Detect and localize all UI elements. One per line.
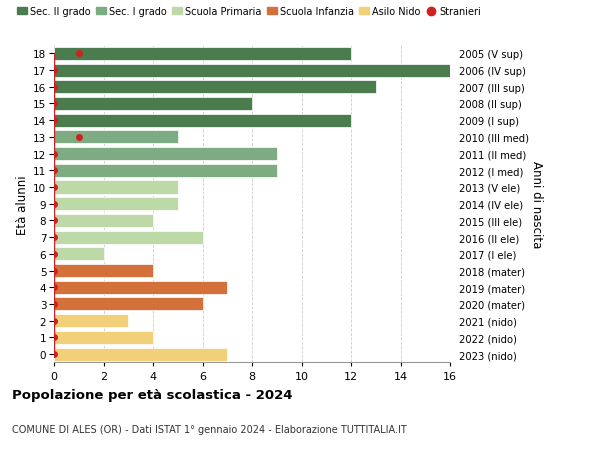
- Y-axis label: Età alunni: Età alunni: [16, 174, 29, 234]
- Bar: [54, 98, 252, 111]
- Bar: [54, 131, 178, 144]
- Bar: [54, 231, 203, 244]
- Bar: [54, 298, 203, 311]
- Bar: [54, 281, 227, 294]
- Bar: [54, 348, 227, 361]
- Bar: [54, 64, 450, 78]
- Text: COMUNE DI ALES (OR) - Dati ISTAT 1° gennaio 2024 - Elaborazione TUTTITALIA.IT: COMUNE DI ALES (OR) - Dati ISTAT 1° genn…: [12, 425, 407, 435]
- Bar: [54, 314, 128, 327]
- Bar: [54, 81, 376, 94]
- Bar: [54, 198, 178, 211]
- Y-axis label: Anni di nascita: Anni di nascita: [530, 161, 543, 248]
- Bar: [54, 181, 178, 194]
- Bar: [54, 48, 351, 61]
- Bar: [54, 214, 153, 227]
- Text: Popolazione per età scolastica - 2024: Popolazione per età scolastica - 2024: [12, 388, 293, 401]
- Bar: [54, 148, 277, 161]
- Bar: [54, 248, 104, 261]
- Legend: Sec. II grado, Sec. I grado, Scuola Primaria, Scuola Infanzia, Asilo Nido, Stran: Sec. II grado, Sec. I grado, Scuola Prim…: [17, 7, 481, 17]
- Bar: [54, 264, 153, 277]
- Bar: [54, 114, 351, 128]
- Bar: [54, 331, 153, 344]
- Bar: [54, 164, 277, 178]
